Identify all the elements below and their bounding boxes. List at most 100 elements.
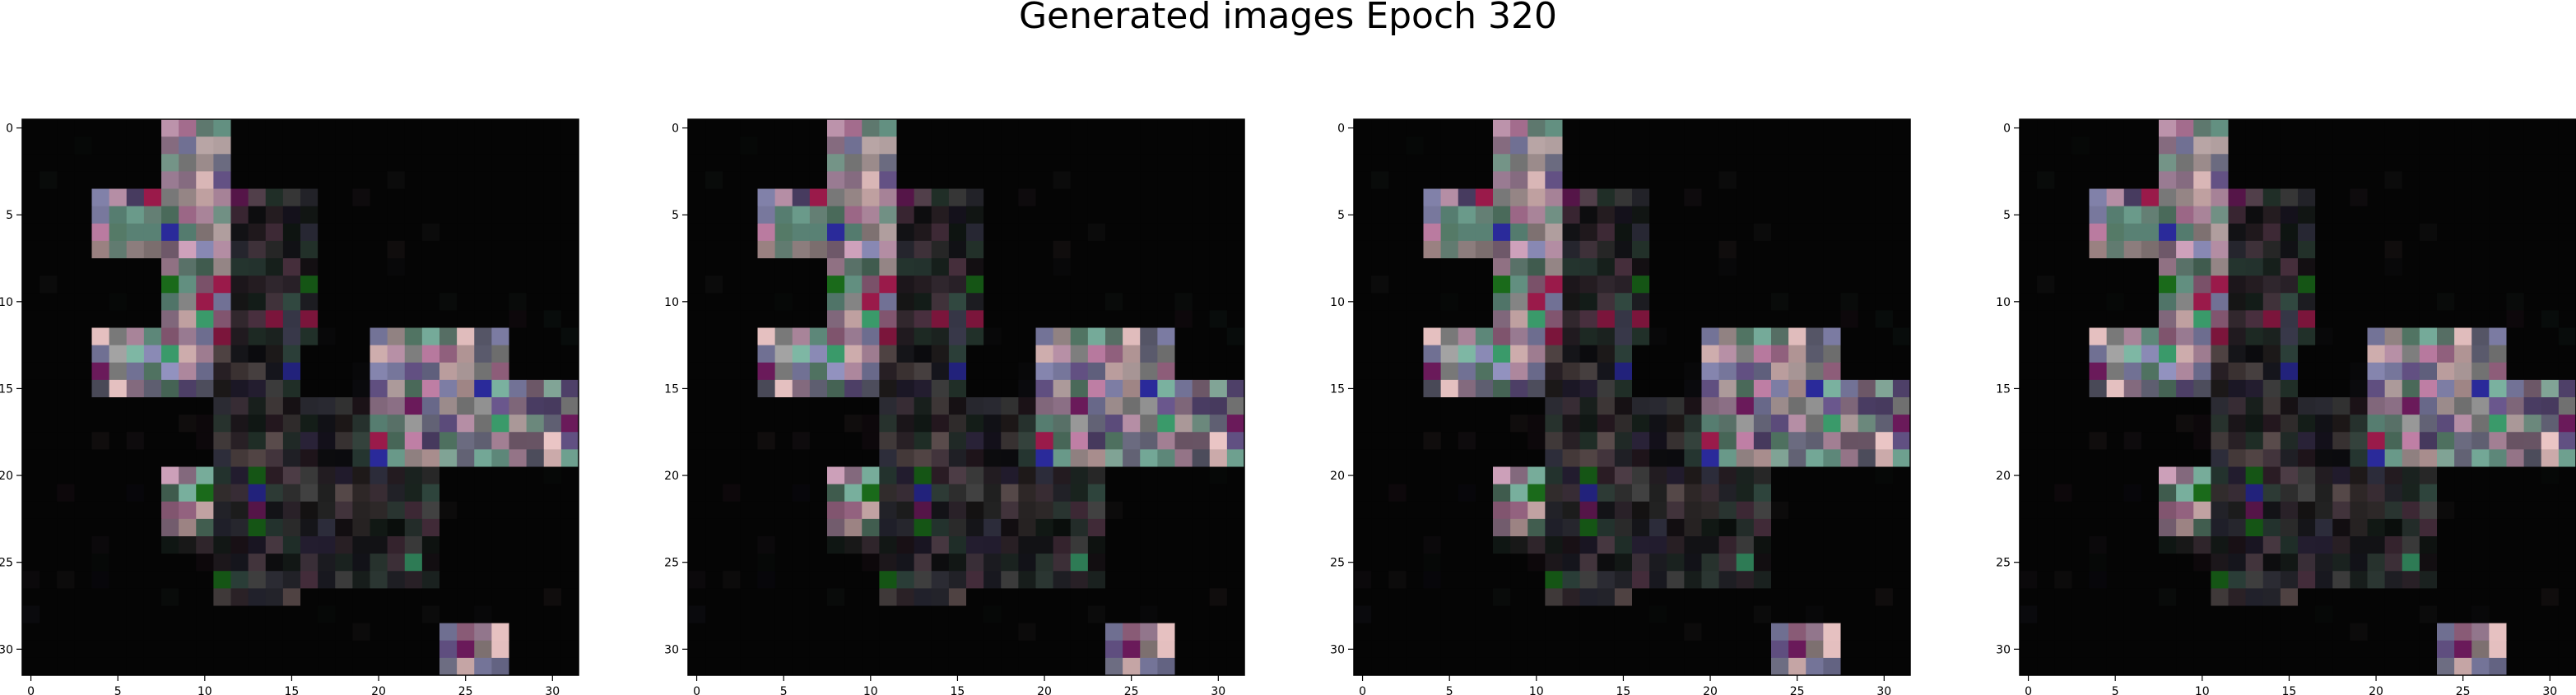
pixel	[1371, 310, 1389, 328]
pixel	[1423, 554, 1442, 572]
pixel	[1649, 137, 1667, 155]
pixel	[40, 362, 58, 381]
pixel	[1087, 432, 1106, 450]
pixel	[57, 362, 75, 381]
pixel	[300, 276, 319, 294]
pixel	[2106, 588, 2125, 606]
pixel	[827, 449, 845, 467]
pixel	[2506, 293, 2525, 311]
pixel	[1209, 605, 1228, 624]
pixel	[248, 206, 267, 225]
pixel	[1614, 293, 1633, 311]
pixel	[1562, 640, 1581, 659]
pixel	[1684, 588, 1702, 606]
pixel	[439, 484, 458, 503]
pixel	[2315, 484, 2333, 503]
pixel	[1614, 258, 1633, 276]
pixel	[1053, 293, 1072, 311]
pixel	[1892, 415, 1911, 433]
pixel	[1209, 258, 1228, 276]
pixel	[2402, 640, 2420, 659]
pixel	[421, 397, 440, 415]
pixel	[509, 554, 528, 572]
pixel	[213, 310, 231, 328]
pixel	[2071, 258, 2090, 276]
pixel	[1105, 449, 1123, 467]
pixel	[1632, 310, 1650, 328]
pixel	[1209, 362, 1228, 381]
pixel	[282, 518, 301, 537]
pixel	[1440, 554, 1459, 572]
pixel	[1475, 484, 1494, 503]
pixel	[2384, 397, 2403, 415]
pixel	[230, 327, 249, 346]
pixel	[2141, 588, 2160, 606]
pixel	[1458, 571, 1476, 589]
pixel	[2211, 258, 2229, 276]
pixel	[1527, 379, 1546, 398]
pixel	[1597, 362, 1616, 381]
pixel	[2350, 605, 2368, 624]
pixel	[1771, 588, 1789, 606]
pixel	[2228, 310, 2247, 328]
pixel	[370, 137, 388, 155]
pixel	[1510, 449, 1528, 467]
pixel	[1070, 449, 1089, 467]
pixel	[1840, 276, 1859, 294]
pixel	[143, 449, 162, 467]
pixel	[1001, 293, 1019, 311]
pixel	[1788, 345, 1806, 364]
pixel	[1545, 206, 1563, 225]
pixel	[1371, 432, 1389, 450]
pixel	[1701, 276, 1720, 294]
pixel	[1806, 327, 1824, 346]
pixel	[705, 501, 723, 520]
pixel	[1806, 605, 1824, 624]
pixel	[2558, 432, 2576, 450]
pixel	[1858, 501, 1876, 520]
pixel	[1174, 362, 1193, 381]
pixel	[740, 397, 758, 415]
pixel	[2384, 449, 2403, 467]
pixel	[1806, 518, 1824, 537]
pixel	[474, 206, 492, 225]
pixel	[421, 484, 440, 503]
pixel	[126, 466, 145, 485]
pixel	[1823, 379, 1841, 398]
pixel	[1701, 518, 1720, 537]
pixel	[213, 276, 231, 294]
pixel	[948, 571, 967, 589]
pixel	[1105, 171, 1123, 189]
pixel	[1440, 293, 1459, 311]
pixel	[1858, 171, 1876, 189]
pixel	[1174, 154, 1193, 172]
pixel	[265, 536, 284, 554]
pixel	[931, 554, 950, 572]
pixel	[1123, 258, 1141, 276]
pixel	[1140, 345, 1158, 364]
pixel	[91, 258, 110, 276]
pixel	[1823, 119, 1841, 137]
pixel	[844, 206, 863, 225]
pixel	[109, 501, 128, 520]
pixel	[2419, 588, 2438, 606]
pixel	[723, 571, 741, 589]
pixel	[2228, 327, 2247, 346]
pixel	[1053, 484, 1072, 503]
pixel	[91, 327, 110, 346]
pixel	[2454, 379, 2472, 398]
pixel	[335, 605, 353, 624]
pixel	[1371, 588, 1389, 606]
pixel	[1423, 188, 1442, 207]
pixel	[1823, 657, 1841, 676]
pixel	[126, 188, 145, 207]
pixel	[265, 362, 284, 381]
pixel	[1840, 571, 1859, 589]
pixel	[2159, 484, 2177, 503]
pixel	[757, 154, 776, 172]
pixel	[774, 484, 793, 503]
pixel	[1140, 640, 1158, 659]
pixel	[1701, 362, 1720, 381]
pixel	[1892, 137, 1911, 155]
pixel	[161, 171, 179, 189]
